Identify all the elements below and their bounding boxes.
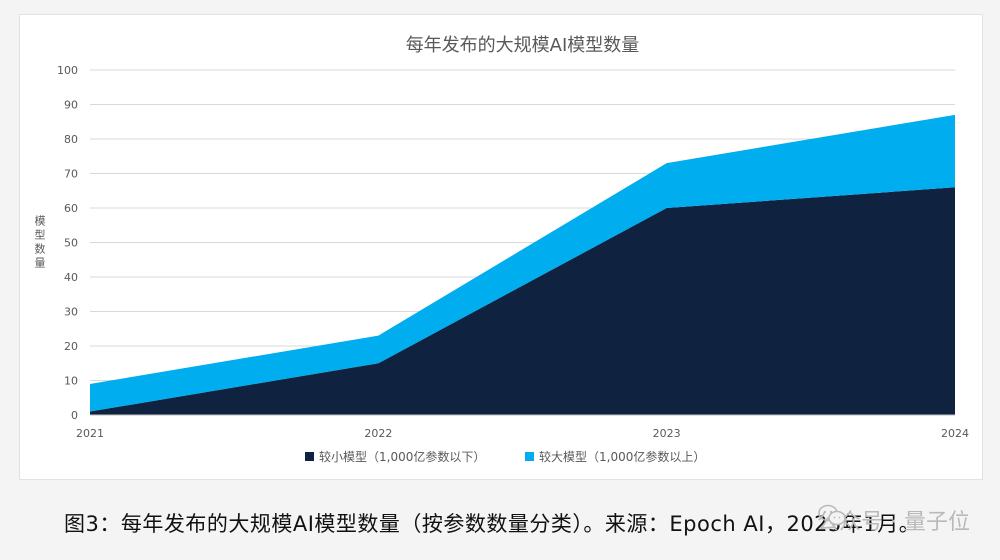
legend-label-1: 较小模型（1,000亿参数以下） [319, 449, 485, 464]
chart-card: 每年发布的大规模AI模型数量 0 10 20 30 40 50 60 70 80 90 100 模型数量… [19, 14, 983, 480]
y-axis-label-char: 模 [35, 215, 46, 228]
watermark: 公众号 · 量子位 [817, 504, 970, 536]
y-axis-label-char: 型 [35, 228, 46, 242]
y-tick-label: 90 [64, 99, 78, 112]
y-tick-label: 10 [64, 375, 78, 388]
y-tick-label: 60 [64, 202, 78, 215]
y-tick-label: 0 [71, 409, 78, 422]
legend-swatch-2 [525, 452, 534, 461]
series-area-2 [90, 114, 955, 412]
y-tick-label: 100 [57, 64, 78, 77]
y-axis-label-char: 数 [35, 243, 46, 256]
x-tick-label: 2022 [364, 427, 392, 440]
x-tick-label: 2024 [941, 427, 969, 440]
chart-title: 每年发布的大规模AI模型数量 [406, 35, 640, 56]
x-tick-label: 2023 [653, 427, 681, 440]
legend-label-2: 较大模型（1,000亿参数以上） [539, 449, 705, 464]
y-tick-label: 80 [64, 133, 78, 146]
x-tick-label: 2021 [76, 427, 104, 440]
y-tick-label: 40 [64, 271, 78, 284]
stacked-area-chart: 每年发布的大规模AI模型数量 0 10 20 30 40 50 60 70 80 90 100 模型数量… [35, 35, 970, 464]
wechat-icon [818, 504, 846, 526]
y-axis-label-char: 量 [35, 257, 46, 270]
y-tick-label: 50 [64, 237, 78, 250]
y-tick-label: 30 [64, 306, 78, 319]
figure-caption: 图3：每年发布的大规模AI模型数量（按参数数量分类）。来源：Epoch AI，2… [64, 512, 921, 536]
y-tick-label: 20 [64, 340, 78, 353]
series-area-1 [90, 187, 955, 415]
legend-swatch-1 [305, 452, 314, 461]
y-tick-label: 70 [64, 168, 78, 181]
